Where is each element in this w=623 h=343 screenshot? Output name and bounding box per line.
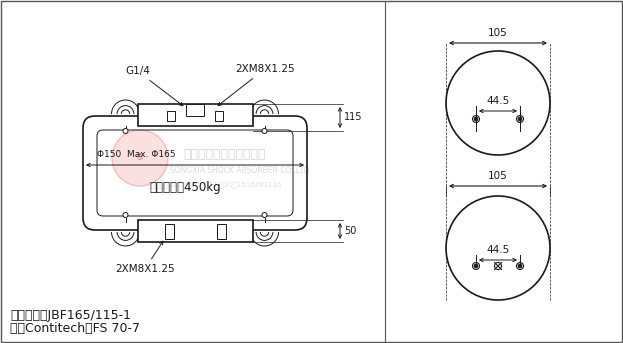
Text: 2XM8X1.25: 2XM8X1.25: [218, 64, 295, 106]
Circle shape: [123, 129, 128, 133]
Bar: [167, 111, 175, 121]
Bar: [186, 104, 204, 116]
Text: 44.5: 44.5: [487, 245, 510, 255]
Circle shape: [262, 213, 267, 217]
Text: 最大承载：450kg: 最大承载：450kg: [149, 180, 221, 193]
Text: 44.5: 44.5: [487, 96, 510, 106]
Circle shape: [518, 117, 522, 121]
Bar: [138, 104, 252, 126]
Text: 50: 50: [344, 226, 356, 236]
Text: 上海松夏减震器有限公司: 上海松夏减震器有限公司: [184, 149, 266, 162]
Bar: [217, 224, 226, 239]
Text: 产品型号：JBF165/115-1: 产品型号：JBF165/115-1: [10, 308, 131, 321]
Circle shape: [474, 264, 478, 268]
Text: 105: 105: [488, 28, 508, 38]
Text: 2XM8X1.25: 2XM8X1.25: [115, 241, 175, 274]
Circle shape: [474, 117, 478, 121]
Text: Φ150  Max. Φ165: Φ150 Max. Φ165: [97, 150, 176, 159]
Text: 115: 115: [344, 113, 363, 122]
Text: 联系电话：021-6155‧911，QQ：1516483116: 联系电话：021-6155‧911，QQ：1516483116: [148, 182, 282, 188]
Text: 对应Contitech：FS 70-7: 对应Contitech：FS 70-7: [10, 322, 140, 335]
Text: SONGXIA SHOCK ABSORBER CO.,LTD: SONGXIA SHOCK ABSORBER CO.,LTD: [170, 166, 310, 175]
Circle shape: [123, 213, 128, 217]
Circle shape: [518, 264, 522, 268]
Text: 105: 105: [488, 171, 508, 181]
Text: G1/4: G1/4: [125, 66, 183, 106]
Bar: [138, 220, 252, 242]
Text: ®: ®: [136, 154, 144, 163]
Bar: [165, 224, 174, 239]
Bar: [215, 111, 223, 121]
Circle shape: [112, 130, 168, 186]
Circle shape: [262, 129, 267, 133]
